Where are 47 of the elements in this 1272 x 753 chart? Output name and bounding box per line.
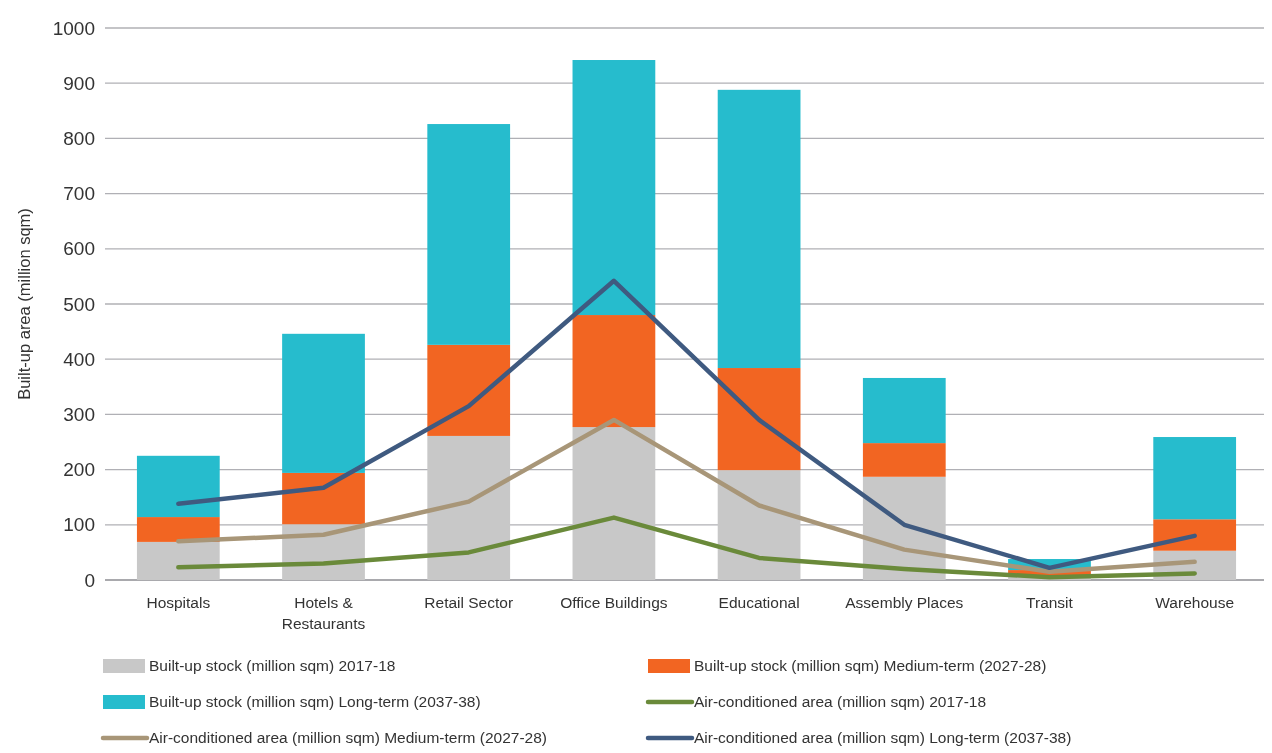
bar (427, 435, 511, 580)
x-tick-label: Assembly Places (845, 594, 964, 611)
legend-label: Air-conditioned area (million sqm) Long-term (2037-38) (694, 729, 1072, 747)
bar (427, 344, 511, 436)
legend-label: Air-conditioned area (million sqm) Medium-term (2027-28) (149, 729, 547, 747)
line-series (176, 515, 1197, 580)
bar (136, 541, 220, 580)
bar (282, 333, 365, 473)
bar (1153, 437, 1237, 520)
bar (1153, 519, 1237, 551)
x-tick-label: Retail Sector (424, 594, 514, 611)
legend-label: Built-up stock (million sqm) 2017-18 (149, 657, 396, 675)
x-tick-label: Warehouse (1155, 594, 1235, 611)
bar (427, 124, 511, 345)
x-tick-label: Office Buildings (560, 594, 668, 611)
x-tick-label: Hospitals (146, 594, 211, 611)
x-tick-label: Hotels & Restaurants (281, 594, 366, 632)
y-axis-title: Built-up area (million sqm) (15, 208, 33, 400)
y-tick-label: 0 (84, 569, 95, 591)
bar (572, 60, 656, 316)
x-tick-label: Transit (1026, 594, 1074, 611)
y-tick-label: 200 (63, 459, 95, 481)
bar (862, 377, 946, 444)
bar (136, 455, 220, 518)
y-tick-label: 500 (63, 293, 95, 315)
x-tick-label: Educational (718, 594, 800, 611)
bar (862, 443, 946, 477)
bar (282, 472, 365, 525)
y-tick-label: 100 (63, 514, 95, 536)
bar (572, 427, 656, 580)
bar (717, 368, 801, 471)
legend-label: Built-up stock (million sqm) Medium-term (2027-28) (694, 657, 1047, 675)
bar (572, 315, 656, 428)
line-series (176, 417, 1197, 574)
bar (717, 89, 801, 369)
y-tick-label: 700 (63, 183, 95, 205)
y-tick-label: 1000 (52, 17, 95, 39)
bar (136, 517, 220, 542)
legend-label: Built-up stock (million sqm) Long-term (2037-38) (149, 693, 481, 711)
y-tick-label: 900 (63, 72, 95, 94)
y-tick-label: 300 (63, 404, 95, 426)
bar (717, 470, 801, 580)
y-tick-label: 600 (63, 238, 95, 260)
y-tick-label: 400 (63, 348, 95, 370)
line-series (176, 278, 1197, 571)
legend-label: Air-conditioned area (million sqm) 2017-18 (694, 693, 987, 711)
y-tick-label: 800 (63, 128, 95, 150)
